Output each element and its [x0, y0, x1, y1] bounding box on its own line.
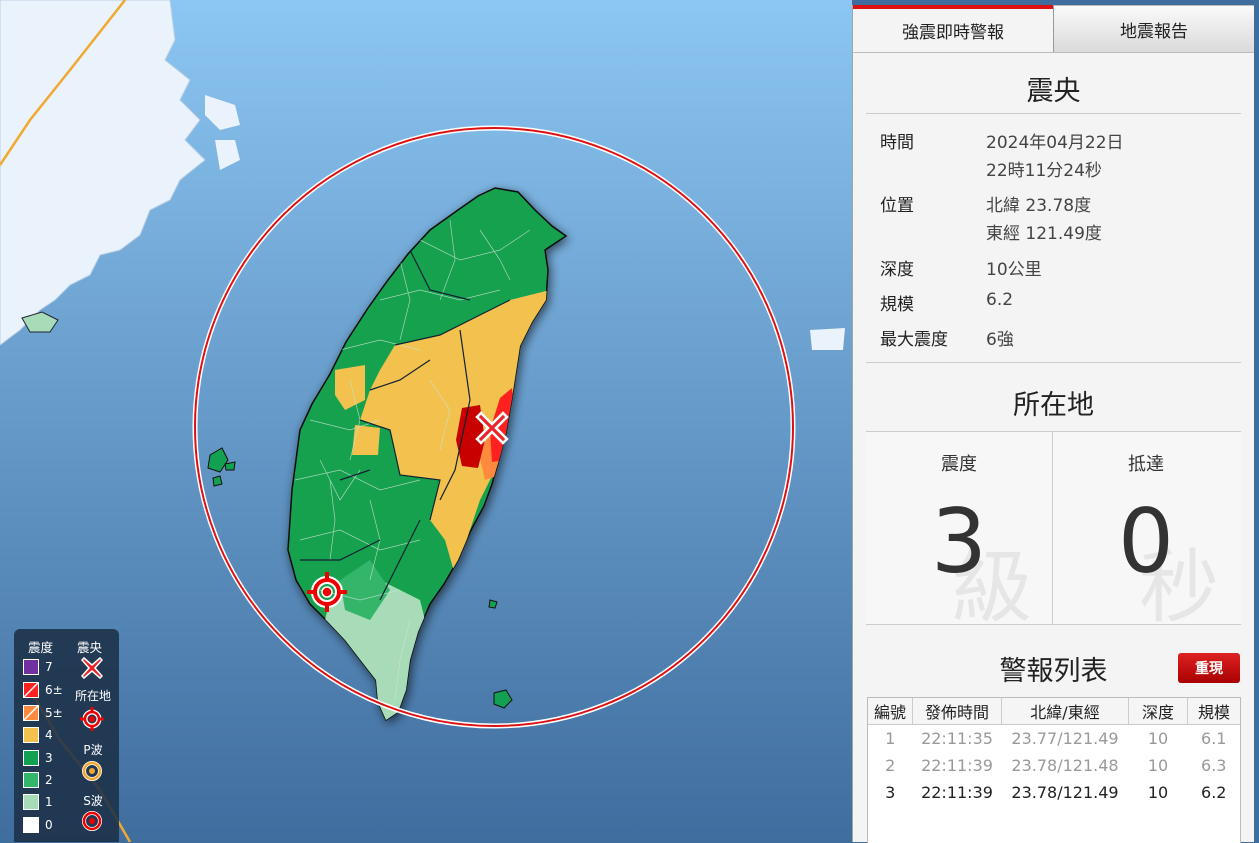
- swatch-7: [23, 659, 39, 675]
- table-row[interactable]: 2 22:11:39 23.78/121.48 10 6.3: [868, 752, 1240, 779]
- swatch-2: [23, 772, 39, 788]
- cell-depth: 10: [1147, 783, 1169, 802]
- legend-p-wave-label: P波: [83, 743, 103, 757]
- tab-realtime-alert[interactable]: 強震即時警報: [853, 5, 1053, 52]
- col-latlon[interactable]: 北緯/東經: [1001, 698, 1129, 725]
- epicenter-info: 時間 2024年04月22日 22時11分24秒 位置 北緯 23.78度 東經…: [853, 114, 1254, 362]
- legend-epicenter-header: 震央: [77, 640, 103, 655]
- col-time[interactable]: 發佈時間: [912, 698, 1002, 725]
- tab-earthquake-report[interactable]: 地震報告: [1053, 5, 1254, 52]
- map-view[interactable]: 震度 震央 7 6± 5± 4 3 2 1 0 所在地 P波 S波: [0, 0, 852, 842]
- arrival-value: 0: [1118, 490, 1174, 593]
- legend-s-wave-label: S波: [83, 794, 103, 808]
- legend-epicenter-cross-icon: [81, 657, 103, 679]
- legend-level-7: 7: [23, 658, 53, 676]
- legend-location-target-icon: [80, 707, 104, 731]
- penghu-islands: [207, 447, 236, 487]
- cell-depth: 10: [1147, 756, 1169, 775]
- cell-latlon: 23.77/121.49: [1011, 729, 1119, 748]
- cell-latlon: 23.78/121.48: [1011, 756, 1119, 775]
- tab-bar: 強震即時警報 地震報告: [853, 5, 1254, 53]
- swatch-0: [23, 817, 39, 833]
- legend-level-5: 5±: [23, 704, 63, 722]
- cell-latlon: 23.78/121.49: [1011, 783, 1119, 802]
- mainland-coast: [0, 0, 206, 346]
- swatch-3: [23, 750, 39, 766]
- location-key: 位置: [880, 196, 914, 216]
- swatch-6: [23, 682, 39, 698]
- arrival-label: 抵達: [1128, 454, 1164, 475]
- cell-id: 3: [885, 783, 896, 802]
- location-stats: 級 震度 3 秒 抵達 0: [866, 431, 1241, 625]
- swatch-4: [23, 727, 39, 743]
- legend-level-3: 3: [23, 749, 53, 767]
- cell-id: 1: [885, 729, 896, 748]
- replay-button[interactable]: 重現: [1178, 653, 1240, 683]
- arrival-box: 秒 抵達 0: [1053, 432, 1239, 624]
- legend-level-6: 6±: [23, 681, 63, 699]
- time-clock: 22時11分24秒: [986, 161, 1102, 181]
- divider: [866, 113, 1241, 114]
- swatch-5: [23, 705, 39, 721]
- longitude-value: 東經 121.49度: [986, 224, 1102, 244]
- p-wave-icon: [82, 761, 102, 781]
- map-legend: 震度 震央 7 6± 5± 4 3 2 1 0 所在地 P波 S波: [14, 629, 119, 842]
- cell-time: 22:11:39: [921, 756, 993, 775]
- cell-depth: 10: [1147, 729, 1169, 748]
- legend-intensity-header: 震度: [28, 640, 54, 655]
- col-depth[interactable]: 深度: [1128, 698, 1188, 725]
- cell-magnitude: 6.2: [1201, 783, 1227, 802]
- intensity-unit-watermark: 級: [952, 541, 1032, 625]
- col-id[interactable]: 編號: [868, 698, 913, 725]
- cell-magnitude: 6.1: [1201, 729, 1227, 748]
- intensity-value: 3: [931, 490, 987, 593]
- alert-list-title: 警報列表: [999, 656, 1108, 687]
- magnitude-value: 6.2: [986, 290, 1014, 310]
- cell-magnitude: 6.3: [1201, 756, 1227, 775]
- map-canvas[interactable]: [0, 0, 852, 842]
- cell-time: 22:11:35: [921, 729, 993, 748]
- divider: [866, 362, 1241, 363]
- legend-level-1: 1: [23, 793, 53, 811]
- arrival-unit-watermark: 秒: [1139, 541, 1219, 625]
- epicenter-cross-icon: [475, 411, 509, 445]
- box-divider: [1052, 432, 1053, 624]
- intensity-label: 震度: [941, 454, 977, 475]
- s-wave-icon: [82, 811, 102, 831]
- swatch-1: [23, 794, 39, 810]
- legend-location-label: 所在地: [74, 689, 111, 703]
- legend-level-2: 2: [23, 771, 53, 789]
- latitude-value: 北緯 23.78度: [986, 196, 1092, 216]
- table-row[interactable]: 3 22:11:39 23.78/121.49 10 6.2: [868, 779, 1240, 806]
- legend-level-0: 0: [23, 816, 53, 834]
- epicenter-title: 震央: [1026, 76, 1081, 107]
- legend-level-4: 4: [23, 726, 53, 744]
- magnitude-key: 規模: [880, 295, 914, 315]
- max-intensity-key: 最大震度: [880, 330, 948, 350]
- cell-time: 22:11:39: [921, 783, 993, 802]
- max-intensity-value: 6強: [986, 330, 1014, 350]
- depth-key: 深度: [880, 260, 914, 280]
- alert-table: 編號 發佈時間 北緯/東經 深度 規模 1 22:11:35 23.77/121…: [867, 697, 1241, 843]
- location-target-icon: [307, 572, 347, 612]
- col-magnitude[interactable]: 規模: [1187, 698, 1240, 725]
- depth-value: 10公里: [986, 260, 1042, 280]
- location-title: 所在地: [1013, 390, 1094, 421]
- table-header: 編號 發佈時間 北緯/東經 深度 規模: [868, 698, 1240, 725]
- time-key: 時間: [880, 133, 914, 153]
- cell-id: 2: [885, 756, 896, 775]
- table-row[interactable]: 1 22:11:35 23.77/121.49 10 6.1: [868, 725, 1240, 753]
- info-panel: 強震即時警報 地震報告 震央 時間 2024年04月22日 22時11分24秒 …: [852, 5, 1254, 843]
- time-date: 2024年04月22日: [986, 133, 1124, 153]
- intensity-box: 級 震度 3: [866, 432, 1052, 624]
